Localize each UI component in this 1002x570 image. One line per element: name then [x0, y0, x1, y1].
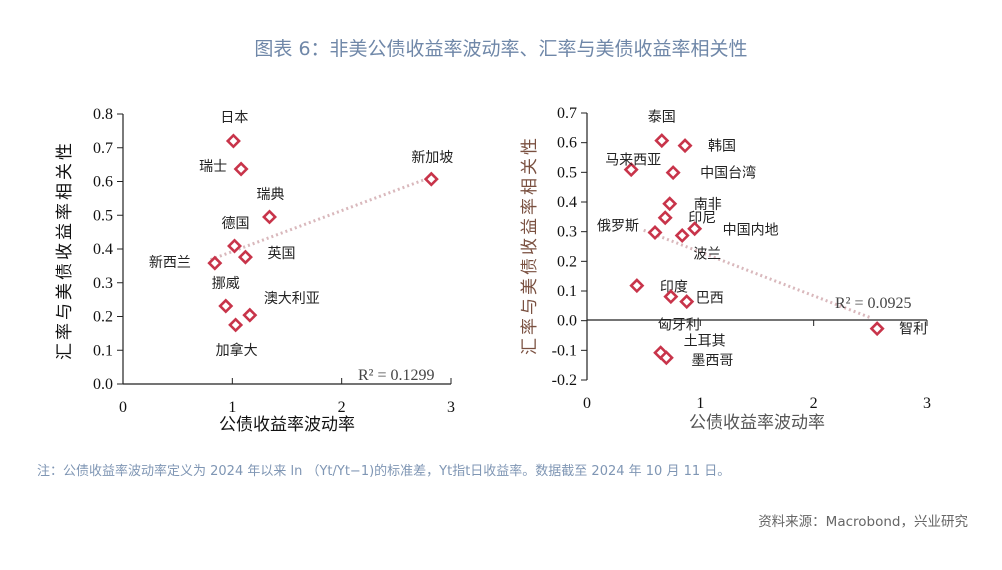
data-label: 瑞士	[199, 159, 227, 175]
data-point	[623, 162, 639, 178]
trend-line	[209, 175, 432, 262]
data-label: 中国台湾	[700, 165, 756, 182]
y-tick-label: 0.5	[557, 164, 577, 181]
data-label: 墨西哥	[691, 353, 733, 369]
data-point	[262, 209, 278, 225]
x-tick-label: 2	[810, 395, 818, 412]
data-label: 俄罗斯	[597, 219, 639, 235]
data-label: 瑞典	[257, 187, 285, 203]
y-tick-label: -0.1	[552, 342, 577, 359]
data-point	[657, 210, 673, 226]
y-tick-label: 0.1	[93, 342, 113, 359]
data-point	[423, 171, 439, 187]
data-point	[228, 317, 244, 333]
y-tick-label: 0.3	[557, 224, 577, 241]
x-tick-label: 1	[228, 399, 236, 416]
x-tick-label: 3	[447, 399, 455, 416]
data-label: 匈牙利	[658, 318, 700, 334]
y-tick-label: -0.2	[552, 372, 577, 389]
r-squared-label: R² = 0.1299	[358, 367, 435, 384]
figure-title: 图表 6：非美公债收益率波动率、汇率与美债收益率相关性	[254, 38, 748, 60]
data-point	[629, 278, 645, 294]
data-label: 土耳其	[684, 334, 726, 350]
y-axis-label: 汇率与美债收益率相关性	[520, 135, 540, 355]
x-tick-label: 1	[696, 395, 704, 412]
data-label: 德国	[222, 216, 250, 232]
data-point	[658, 350, 674, 366]
y-tick-label: 0.8	[93, 106, 113, 123]
trend-line	[643, 228, 871, 320]
data-label: 泰国	[648, 110, 676, 126]
x-axis-label: 公债收益率波动率	[689, 413, 825, 433]
data-label: 挪威	[212, 276, 240, 292]
data-label: 新加坡	[411, 150, 453, 166]
data-label: 英国	[267, 245, 295, 262]
data-label: 中国内地	[723, 223, 779, 239]
data-label: 巴西	[696, 291, 724, 307]
x-axis-label: 公债收益率波动率	[219, 415, 355, 435]
data-point	[663, 289, 679, 305]
y-tick-label: 0.7	[93, 140, 113, 157]
data-label: 智利	[899, 322, 927, 338]
data-point	[237, 249, 253, 265]
data-label: 韩国	[708, 139, 736, 155]
y-tick-label: 0.5	[93, 207, 113, 224]
x-tick-label: 0	[583, 395, 591, 412]
y-tick-label: 0.4	[93, 241, 113, 258]
data-label: 波兰	[693, 247, 721, 263]
source-text: 资料来源：Macrobond，兴业研究	[758, 514, 968, 530]
footnote: 注：公债收益率波动率定义为 2024 年以来 ln （Yt/Yt−1)的标准差，…	[37, 464, 731, 479]
data-point	[679, 294, 695, 310]
data-label: 印度	[660, 280, 688, 296]
y-tick-label: 0.6	[93, 174, 113, 191]
data-point	[654, 133, 670, 149]
chart-1: 0.0 0.1 0.2 0.3 0.4 0.5 0.6 0.7 0.8 0 1 2 3 公债收益率波动率 汇…	[55, 106, 455, 435]
data-point	[218, 298, 234, 314]
y-tick-label: 0.7	[557, 105, 577, 122]
data-point	[242, 307, 258, 323]
y-tick-label: 0.0	[557, 313, 577, 330]
y-tick-label: 0.1	[557, 283, 577, 300]
data-point	[227, 238, 243, 254]
data-label: 南非	[694, 197, 722, 213]
y-tick-label: 0.0	[93, 376, 113, 393]
y-tick-label: 0.3	[93, 275, 113, 292]
y-tick-label: 0.4	[557, 194, 577, 211]
data-label: 日本	[220, 110, 248, 126]
data-point	[225, 133, 241, 149]
y-axis-label: 汇率与美债收益率相关性	[55, 140, 75, 360]
data-point	[233, 161, 249, 177]
data-point	[687, 221, 703, 237]
data-label: 新西兰	[149, 255, 191, 271]
x-tick-label: 3	[923, 395, 931, 412]
y-tick-label: 0.6	[557, 135, 577, 152]
data-label: 澳大利亚	[264, 291, 320, 307]
data-point	[869, 321, 885, 337]
r-squared-label: R² = 0.0925	[835, 295, 912, 312]
data-point	[677, 138, 693, 154]
x-tick-label: 0	[119, 399, 127, 416]
x-tick-label: 2	[338, 399, 346, 416]
data-point	[665, 165, 681, 181]
chart-2: -0.2 -0.1 0.0 0.1 0.2 0.3 0.4 0.5 0.6 0.7 0 1 2 3 公债收益…	[520, 105, 931, 433]
data-point	[674, 228, 690, 244]
data-point	[662, 196, 678, 212]
y-tick-label: 0.2	[557, 253, 577, 270]
data-point	[207, 255, 223, 271]
data-label: 加拿大	[216, 342, 258, 359]
y-tick-label: 0.2	[93, 309, 113, 326]
data-point	[647, 225, 663, 241]
data-label: 马来西亚	[605, 153, 661, 169]
